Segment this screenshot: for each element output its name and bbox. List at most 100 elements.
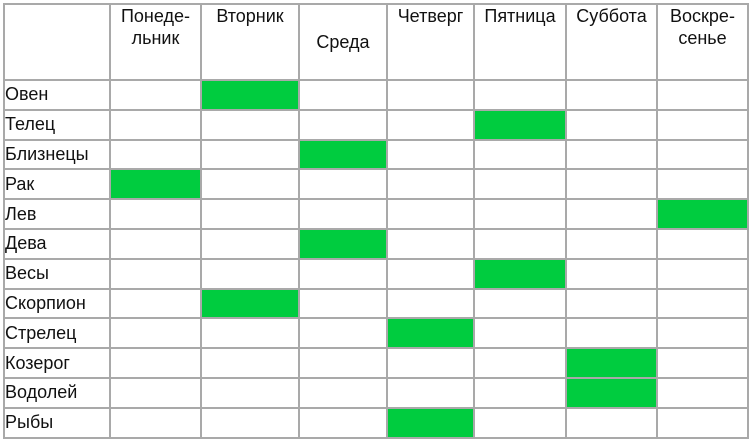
cell-saturday — [565, 138, 658, 171]
cell-wednesday — [298, 79, 388, 111]
table-row: Лев — [3, 198, 749, 230]
day-header-friday: Пятница — [473, 3, 567, 81]
sign-name: Стрелец — [3, 317, 111, 350]
cell-wednesday — [298, 168, 388, 201]
cell-tuesday — [200, 168, 300, 201]
day-header-monday: Понеде- льник — [109, 3, 202, 81]
cell-thursday — [386, 138, 475, 171]
highlighted-cell-monday — [109, 168, 202, 201]
cell-thursday — [386, 287, 475, 320]
table-row: Весы — [3, 257, 749, 290]
day-header-line1: Понеде- — [120, 6, 190, 26]
table-row: Рак — [3, 168, 749, 201]
cell-friday — [473, 406, 567, 439]
cell-friday — [473, 227, 567, 260]
highlighted-cell-thursday — [386, 406, 475, 439]
cell-monday — [109, 376, 202, 409]
cell-thursday — [386, 79, 475, 111]
day-header-sunday: Воскре- сенье — [656, 3, 749, 81]
cell-monday — [109, 317, 202, 350]
day-header-tuesday: Вторник — [200, 3, 300, 81]
cell-wednesday — [298, 257, 388, 290]
corner-cell — [3, 3, 111, 81]
cell-thursday — [386, 227, 475, 260]
cell-sunday — [656, 376, 749, 409]
cell-wednesday — [298, 108, 388, 141]
cell-saturday — [565, 168, 658, 201]
day-header-line2: сенье — [678, 28, 727, 48]
cell-monday — [109, 138, 202, 171]
highlighted-cell-saturday — [565, 376, 658, 409]
cell-wednesday — [298, 347, 388, 379]
sign-name: Овен — [3, 79, 111, 111]
cell-friday — [473, 317, 567, 350]
highlighted-cell-friday — [473, 108, 567, 141]
cell-tuesday — [200, 347, 300, 379]
cell-wednesday — [298, 376, 388, 409]
zodiac-day-table: Понеде- льник Вторник Среда Четверг Пятн… — [3, 3, 749, 439]
cell-tuesday — [200, 227, 300, 260]
day-header-line1: Пятница — [484, 6, 556, 26]
cell-sunday — [656, 138, 749, 171]
cell-friday — [473, 138, 567, 171]
cell-saturday — [565, 317, 658, 350]
cell-sunday — [656, 287, 749, 320]
sign-name: Лев — [3, 198, 111, 230]
sign-rows: Овен Телец Близнецы Рак Лев Дева Весы Скорпион С… — [3, 79, 749, 439]
highlighted-cell-saturday — [565, 347, 658, 379]
table-row: Козерог — [3, 347, 749, 379]
day-header-line1: Воскре- — [670, 6, 735, 26]
cell-thursday — [386, 257, 475, 290]
day-header-line1: Среда — [316, 32, 370, 52]
highlighted-cell-sunday — [656, 198, 749, 230]
day-header-saturday: Суббота — [565, 3, 658, 81]
cell-monday — [109, 79, 202, 111]
cell-sunday — [656, 406, 749, 439]
cell-saturday — [565, 406, 658, 439]
day-header-line1: Четверг — [397, 6, 464, 26]
cell-saturday — [565, 257, 658, 290]
highlighted-cell-friday — [473, 257, 567, 290]
cell-wednesday — [298, 198, 388, 230]
day-header-wednesday: Среда — [298, 3, 388, 81]
cell-tuesday — [200, 406, 300, 439]
table-row: Дева — [3, 227, 749, 260]
cell-saturday — [565, 227, 658, 260]
cell-friday — [473, 376, 567, 409]
table-row: Овен — [3, 79, 749, 111]
highlighted-cell-tuesday — [200, 287, 300, 320]
cell-sunday — [656, 79, 749, 111]
cell-friday — [473, 198, 567, 230]
table-row: Телец — [3, 108, 749, 141]
highlighted-cell-wednesday — [298, 138, 388, 171]
sign-name: Скорпион — [3, 287, 111, 320]
cell-sunday — [656, 257, 749, 290]
cell-thursday — [386, 198, 475, 230]
table-row: Скорпион — [3, 287, 749, 320]
cell-sunday — [656, 317, 749, 350]
table-row: Рыбы — [3, 406, 749, 439]
day-header-line2: льник — [131, 28, 180, 48]
cell-tuesday — [200, 138, 300, 171]
cell-monday — [109, 108, 202, 141]
sign-name: Телец — [3, 108, 111, 141]
cell-monday — [109, 198, 202, 230]
cell-sunday — [656, 347, 749, 379]
header-row: Понеде- льник Вторник Среда Четверг Пятн… — [3, 3, 749, 81]
sign-name: Козерог — [3, 347, 111, 379]
cell-friday — [473, 287, 567, 320]
day-header-thursday: Четверг — [386, 3, 475, 81]
cell-tuesday — [200, 108, 300, 141]
cell-thursday — [386, 108, 475, 141]
day-header-line1: Вторник — [216, 6, 284, 26]
cell-wednesday — [298, 317, 388, 350]
day-header-line1: Суббота — [576, 6, 647, 26]
cell-monday — [109, 257, 202, 290]
sign-name: Рыбы — [3, 406, 111, 439]
cell-tuesday — [200, 376, 300, 409]
table-row: Близнецы — [3, 138, 749, 171]
highlighted-cell-wednesday — [298, 227, 388, 260]
cell-friday — [473, 168, 567, 201]
cell-monday — [109, 406, 202, 439]
cell-friday — [473, 79, 567, 111]
